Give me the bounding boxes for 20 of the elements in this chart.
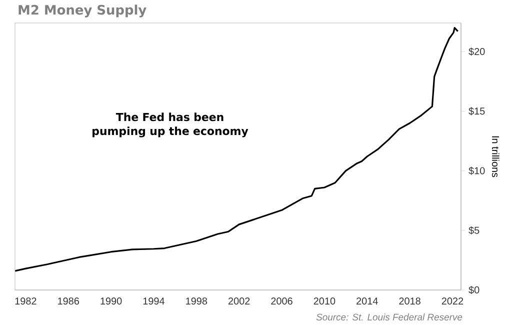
y-tick-label: $10	[468, 166, 485, 175]
x-tick-label: 2010	[314, 298, 336, 305]
y-tick-label: $20	[468, 48, 485, 56]
y-tick-label: $5	[468, 226, 480, 234]
x-tick-label: 2006	[271, 298, 292, 305]
x-tick-label: 1994	[143, 298, 164, 305]
x-tick-label: 2022	[442, 298, 464, 305]
y-axis-title: In trillions	[492, 136, 500, 178]
x-tick-label: 1990	[100, 298, 122, 305]
source-note: Source: St. Louis Federal Reserve	[316, 314, 462, 320]
x-tick-label: 2014	[356, 298, 378, 305]
x-tick-label: 2018	[399, 298, 420, 305]
x-tick-label: 1986	[58, 298, 79, 305]
x-tick-label: 2002	[228, 298, 250, 305]
chart-title: M2 Money Supply	[18, 4, 146, 18]
y-tick-label: $0	[468, 286, 480, 294]
x-tick-label: 1998	[186, 298, 208, 305]
y-tick-label: $15	[468, 107, 485, 116]
annotation: The Fed has been pumping up the economy	[92, 112, 248, 138]
x-tick-label: 1982	[15, 298, 36, 305]
